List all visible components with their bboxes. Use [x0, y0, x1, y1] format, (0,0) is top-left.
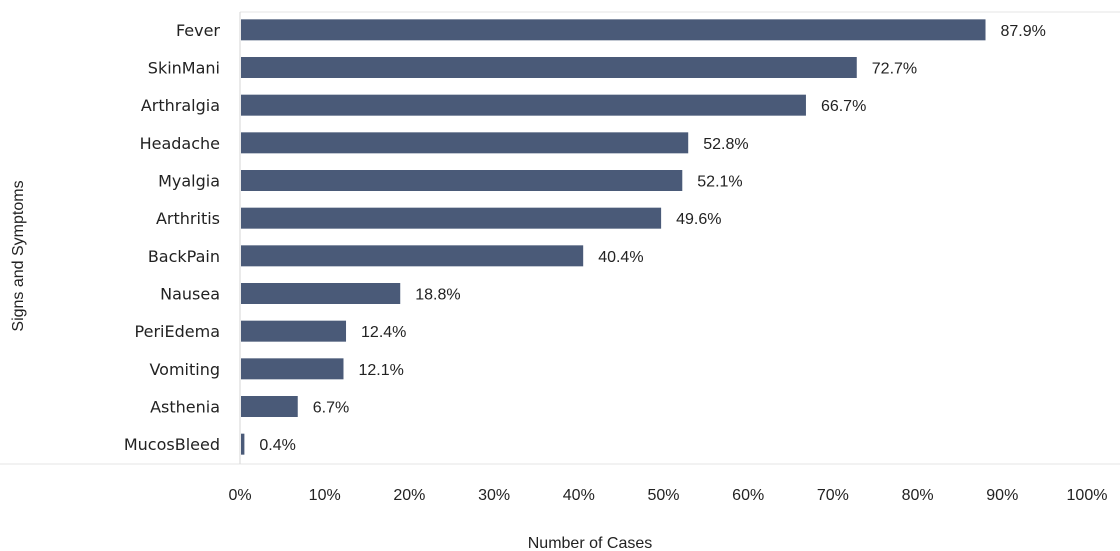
bar: [241, 207, 662, 229]
value-label: 72.7%: [872, 61, 917, 78]
bar: [241, 19, 986, 41]
x-tick-label: 20%: [393, 487, 425, 504]
category-label: Fever: [176, 21, 220, 40]
category-label: PeriEdema: [135, 322, 220, 341]
category-label: SkinMani: [148, 59, 220, 78]
x-tick-label: 80%: [902, 487, 934, 504]
value-label: 12.1%: [358, 362, 403, 379]
value-label: 6.7%: [313, 400, 349, 417]
x-tick-label: 0%: [228, 487, 251, 504]
value-label: 40.4%: [598, 249, 643, 266]
x-tick-label: 50%: [647, 487, 679, 504]
category-label: Asthenia: [150, 398, 220, 417]
category-label: Headache: [140, 134, 220, 153]
x-tick-label: 30%: [478, 487, 510, 504]
x-axis-title: Number of Cases: [528, 535, 653, 551]
bar: [241, 170, 683, 191]
category-label: Myalgia: [158, 172, 220, 191]
x-tick-label: 70%: [817, 487, 849, 504]
bars-layer: Fever 87.9% SkinMani 72.7% Arthralgia 66.7% He…: [124, 19, 1046, 455]
y-axis-title: Signs and Symptoms: [10, 180, 27, 331]
value-label: 18.8%: [415, 287, 460, 304]
value-label: 0.4%: [259, 437, 295, 454]
value-label: 12.4%: [361, 324, 406, 341]
bar: [241, 433, 245, 455]
category-label: BackPain: [148, 247, 220, 266]
bar: [241, 320, 347, 342]
value-label: 49.6%: [676, 211, 721, 228]
value-label: 87.9%: [1001, 23, 1046, 40]
value-label: 66.7%: [821, 98, 866, 115]
bar: [241, 57, 857, 78]
x-tick-label: 10%: [309, 487, 341, 504]
value-label: 52.8%: [703, 136, 748, 153]
x-tick-label: 100%: [1067, 487, 1108, 504]
category-label: Arthralgia: [141, 96, 220, 115]
bar: [241, 283, 401, 304]
bar: [241, 132, 689, 154]
x-tick-label: 60%: [732, 487, 764, 504]
x-tick-label: 90%: [986, 487, 1018, 504]
x-tick-label: 40%: [563, 487, 595, 504]
bar: [241, 94, 806, 116]
bar: [241, 358, 344, 380]
category-label: Arthritis: [156, 209, 220, 228]
category-label: MucosBleed: [124, 435, 220, 454]
bar: [241, 396, 298, 417]
category-label: Nausea: [160, 285, 220, 304]
bar: [241, 245, 584, 267]
value-label: 52.1%: [697, 174, 742, 191]
x-tick-labels: 0% 10% 20% 30% 40% 50% 60% 70% 80% 90% 100%: [228, 487, 1107, 504]
category-label: Vomiting: [149, 360, 220, 379]
